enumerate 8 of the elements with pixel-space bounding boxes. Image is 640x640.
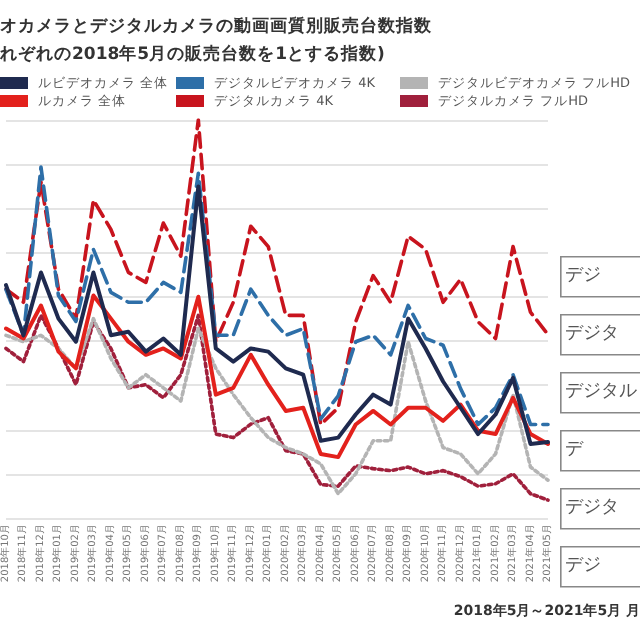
text: デ: [564, 439, 585, 460]
text: デジタ: [564, 323, 619, 344]
chart-title: オカメラとデジタルカメラの動画画質別販売台数指数: [0, 15, 434, 37]
text: デジタ: [564, 497, 619, 518]
text: デジ: [564, 265, 601, 286]
chart-subtitle: れぞれの2018年5月の販売台数を1とする指数): [0, 43, 385, 65]
text: デジタル: [564, 381, 637, 402]
text: デジ: [564, 555, 601, 576]
